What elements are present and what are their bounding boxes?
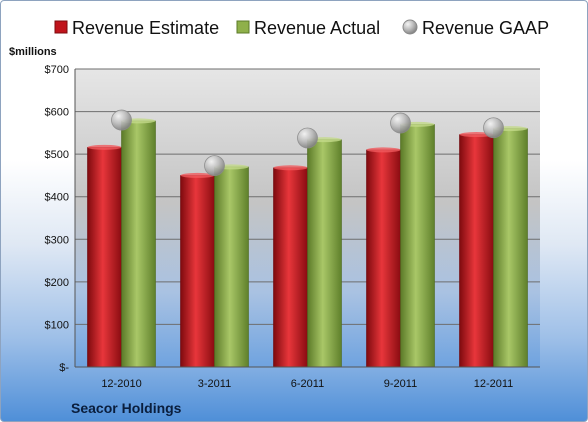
legend-label-gaap: Revenue GAAP: [422, 18, 549, 38]
bar-revenue-actual: [307, 139, 342, 368]
bar-revenue-estimate: [87, 147, 122, 368]
marker-revenue-gaap: [111, 109, 132, 131]
x-tick-label: 9-2011: [384, 378, 417, 390]
y-tick-label: $-: [59, 362, 69, 374]
marker-revenue-gaap: [390, 112, 411, 134]
bar-revenue-estimate-cap: [180, 172, 215, 178]
bar-revenue-estimate-cap: [273, 165, 308, 171]
x-tick-label: 12-2010: [101, 378, 141, 390]
legend-label-estimate: Revenue Estimate: [72, 18, 219, 38]
bar-revenue-estimate-cap: [366, 147, 401, 153]
legend-swatch-estimate: [54, 20, 68, 34]
marker-revenue-gaap: [297, 127, 318, 149]
legend: Revenue Estimate Revenue Actual Revenue …: [54, 18, 549, 38]
y-tick-label: $300: [45, 234, 69, 246]
y-axis-unit-label: $millions: [9, 46, 57, 58]
marker-revenue-gaap: [483, 117, 504, 139]
legend-swatch-gaap: [402, 19, 418, 35]
x-tick-label: 12-2011: [474, 378, 514, 390]
marker-revenue-gaap: [204, 155, 225, 177]
bar-revenue-estimate: [273, 167, 308, 368]
bar-revenue-actual: [214, 166, 249, 368]
bar-revenue-estimate: [180, 175, 215, 368]
bar-revenue-actual: [400, 124, 435, 368]
company-name: Seacor Holdings: [71, 400, 182, 416]
x-tick-label: 6-2011: [291, 378, 324, 390]
bar-revenue-actual: [493, 128, 528, 368]
legend-label-actual: Revenue Actual: [254, 18, 380, 38]
bar-revenue-actual: [121, 120, 156, 368]
x-axis-ticks: 12-2010 3-2011 6-2011 9-2011 12-2011: [101, 378, 513, 390]
y-tick-label: $400: [45, 192, 69, 204]
bar-revenue-estimate-cap: [87, 144, 122, 150]
y-tick-label: $500: [45, 149, 69, 161]
y-tick-label: $600: [45, 107, 69, 119]
y-tick-label: $200: [45, 277, 69, 289]
x-tick-label: 3-2011: [198, 378, 231, 390]
y-tick-label: $700: [45, 64, 69, 76]
gaap-markers: [111, 109, 504, 177]
y-axis-ticks: $- $100 $200 $300 $400 $500 $600 $700: [45, 64, 70, 374]
bars: [87, 118, 528, 368]
bar-revenue-estimate: [366, 149, 401, 368]
legend-swatch-actual: [236, 20, 250, 34]
y-tick-label: $100: [45, 319, 69, 331]
bar-revenue-estimate: [459, 134, 494, 368]
